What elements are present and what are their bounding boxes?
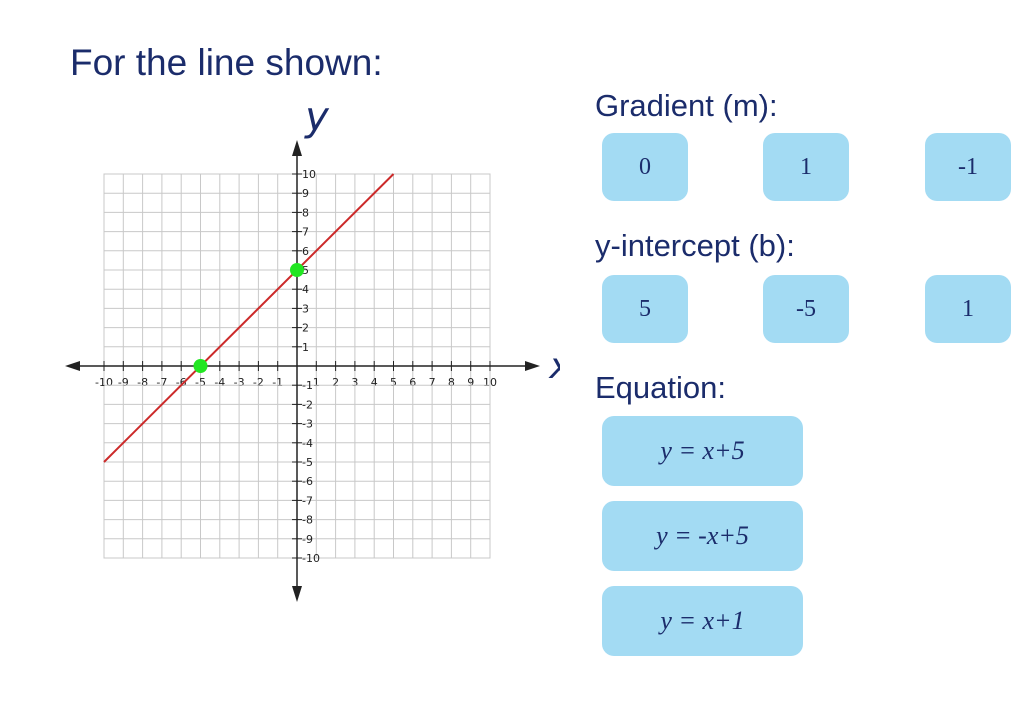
x-tick-label: 5 <box>390 376 397 389</box>
y-tick-label: 6 <box>302 245 309 258</box>
x-tick-label: 7 <box>429 376 436 389</box>
title: For the line shown: <box>70 42 383 83</box>
y-tick-label: -6 <box>302 475 313 488</box>
x-tick-label: -9 <box>118 376 129 389</box>
option-button[interactable]: 1 <box>925 275 1011 343</box>
x-tick-label: 1 <box>313 376 320 389</box>
x-axis-label: x <box>548 346 560 387</box>
point <box>193 359 208 373</box>
y-tick-label: 9 <box>302 187 309 200</box>
y-tick-label: -5 <box>302 456 313 469</box>
graph: -10 -9 -8 -7 -6 -5 -4 -3 -2 -1 1 2 3 4 5 6 7 8 9 10-10-9-8-… <box>65 94 560 602</box>
x-tick-label: 8 <box>448 376 455 389</box>
x-tick-label: -4 <box>214 376 225 389</box>
x-tick-label: 2 <box>332 376 339 389</box>
question-label: Equation: <box>595 370 726 405</box>
x-tick-label: -2 <box>253 376 264 389</box>
x-tick-label: -3 <box>234 376 245 389</box>
x-arrow <box>65 361 80 371</box>
question-label: y-intercept (b): <box>595 228 795 263</box>
option-button[interactable]: 0 <box>602 133 688 201</box>
y-tick-label: -2 <box>302 398 313 411</box>
y-tick-label: -8 <box>302 514 313 527</box>
y-tick-label: 8 <box>302 206 309 219</box>
y-tick-label: 3 <box>302 302 309 315</box>
y-tick-label: -7 <box>302 494 313 507</box>
y-arrow <box>292 140 302 156</box>
option-button[interactable]: y = x+1 <box>602 586 803 656</box>
option-button[interactable]: y = -x+5 <box>602 501 803 571</box>
x-tick-label: 10 <box>483 376 497 389</box>
x-tick-label: 6 <box>409 376 416 389</box>
y-tick-label: 10 <box>302 168 316 181</box>
x-tick-label: 4 <box>371 376 378 389</box>
x-tick-label: -6 <box>176 376 187 389</box>
line <box>103 173 395 463</box>
x-tick-label: -5 <box>195 376 206 389</box>
x-tick-label: -10 <box>95 376 113 389</box>
x-tick-label: -8 <box>137 376 148 389</box>
y-tick-label: 1 <box>302 341 309 354</box>
question-label: Gradient (m): <box>595 88 778 123</box>
x-tick-label: 3 <box>351 376 358 389</box>
y-tick-label: -1 <box>302 379 313 392</box>
option-button[interactable]: 5 <box>602 275 688 343</box>
y-axis-label: y <box>304 94 330 140</box>
option-button[interactable]: 1 <box>763 133 849 201</box>
y-tick-label: -9 <box>302 533 313 546</box>
y-tick-label: 5 <box>302 264 309 277</box>
y-tick-label: 2 <box>302 322 309 335</box>
option-button[interactable]: y = x+5 <box>602 416 803 486</box>
y-tick-label: 4 <box>302 283 309 296</box>
x-tick-label: 9 <box>467 376 474 389</box>
y-tick-label: -3 <box>302 418 313 431</box>
x-tick-label: -1 <box>272 376 283 389</box>
option-button[interactable]: -1 <box>925 133 1011 201</box>
x-tick-label: -7 <box>156 376 167 389</box>
option-button[interactable]: -5 <box>763 275 849 343</box>
y-tick-label: 7 <box>302 226 309 239</box>
point <box>290 263 304 277</box>
y-tick-label: -4 <box>302 437 313 450</box>
y-tick-label: -10 <box>302 552 320 565</box>
x-arrow <box>525 361 540 371</box>
y-arrow <box>292 586 302 602</box>
